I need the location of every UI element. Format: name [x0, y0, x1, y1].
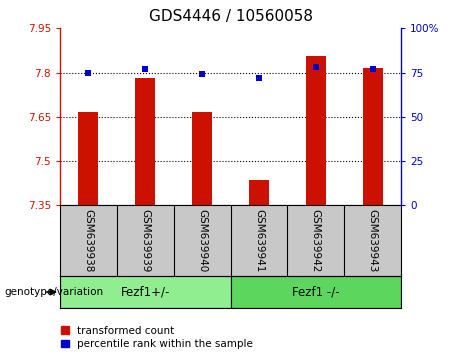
Bar — [135, 79, 155, 205]
Text: GSM639942: GSM639942 — [311, 209, 321, 272]
Text: GSM639938: GSM639938 — [83, 209, 94, 272]
Bar — [249, 180, 269, 205]
Bar — [78, 112, 98, 205]
Text: GSM639943: GSM639943 — [367, 209, 378, 272]
Text: genotype/variation: genotype/variation — [5, 287, 104, 297]
Legend: transformed count, percentile rank within the sample: transformed count, percentile rank withi… — [60, 326, 253, 349]
Bar — [306, 56, 326, 205]
Bar — [192, 112, 212, 205]
Text: Fezf1 -/-: Fezf1 -/- — [292, 286, 340, 298]
Bar — [363, 68, 383, 205]
Text: GSM639940: GSM639940 — [197, 209, 207, 272]
Text: GSM639941: GSM639941 — [254, 209, 264, 272]
Bar — [60, 276, 230, 308]
Bar — [230, 276, 401, 308]
Text: Fezf1+/-: Fezf1+/- — [120, 286, 170, 298]
Title: GDS4446 / 10560058: GDS4446 / 10560058 — [148, 9, 313, 24]
Text: GSM639939: GSM639939 — [140, 209, 150, 272]
